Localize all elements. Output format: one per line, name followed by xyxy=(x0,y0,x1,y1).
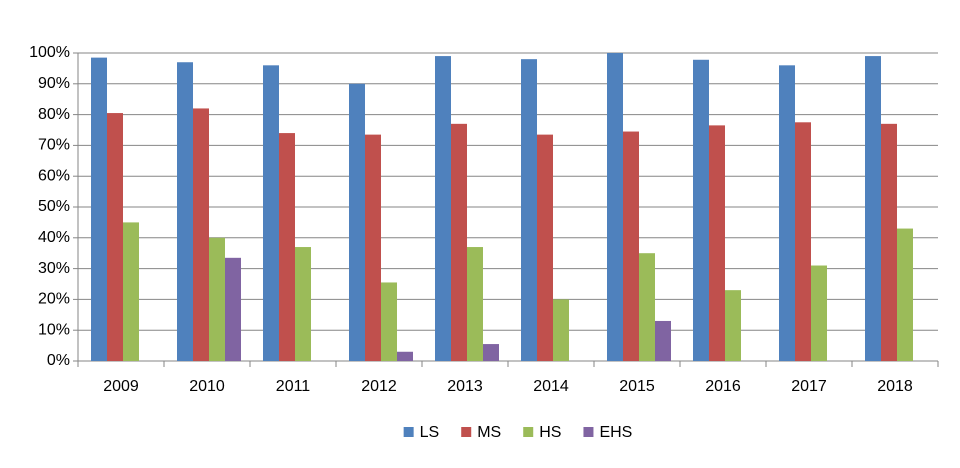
x-tick-label: 2011 xyxy=(276,378,311,395)
bar xyxy=(365,134,381,361)
legend-label: LS xyxy=(420,424,440,441)
y-tick-label: 30% xyxy=(38,260,70,277)
bar xyxy=(779,65,795,361)
bar xyxy=(607,53,623,361)
y-tick-label: 10% xyxy=(38,321,70,338)
bar xyxy=(811,265,827,361)
x-tick-label: 2015 xyxy=(619,378,655,395)
bar xyxy=(795,122,811,361)
bar xyxy=(349,83,365,362)
legend-label: HS xyxy=(539,424,561,441)
y-tick-label: 100% xyxy=(29,44,70,61)
bar xyxy=(209,237,225,361)
bar xyxy=(639,253,655,361)
bar xyxy=(693,59,709,361)
bar xyxy=(177,62,193,362)
bar xyxy=(381,282,397,361)
bar xyxy=(623,131,639,361)
legend-swatch xyxy=(461,427,472,437)
bar xyxy=(91,57,107,362)
y-tick-label: 60% xyxy=(38,167,70,184)
bar xyxy=(123,222,139,361)
bar xyxy=(897,228,913,361)
bar xyxy=(553,299,569,361)
x-tick-label: 2010 xyxy=(189,378,225,395)
y-tick-label: 0% xyxy=(47,352,70,369)
bar xyxy=(225,257,241,361)
x-tick-label: 2018 xyxy=(877,378,913,395)
bar xyxy=(537,134,553,361)
bar xyxy=(295,247,311,361)
bar xyxy=(397,351,413,361)
legend-label: MS xyxy=(477,424,501,441)
bar xyxy=(467,247,483,361)
y-tick-label: 20% xyxy=(38,291,70,308)
bar xyxy=(521,59,537,361)
legend-swatch xyxy=(583,427,594,437)
bar xyxy=(483,344,499,361)
bar xyxy=(263,65,279,361)
legend-label: EHS xyxy=(599,424,632,441)
bar xyxy=(107,113,123,361)
x-tick-label: 2009 xyxy=(103,378,139,395)
x-tick-label: 2014 xyxy=(533,378,569,395)
y-tick-label: 50% xyxy=(38,198,70,215)
x-tick-label: 2012 xyxy=(361,378,397,395)
bar xyxy=(279,133,295,361)
bar xyxy=(881,123,897,361)
y-tick-label: 80% xyxy=(38,106,70,123)
legend-swatch xyxy=(523,427,534,437)
bar xyxy=(193,108,209,361)
bar xyxy=(865,56,881,362)
y-tick-label: 40% xyxy=(38,229,70,246)
y-tick-label: 90% xyxy=(38,75,70,92)
x-tick-label: 2016 xyxy=(705,378,741,395)
x-tick-label: 2017 xyxy=(791,378,827,395)
x-tick-label: 2013 xyxy=(447,378,483,395)
bar xyxy=(709,125,725,361)
bar xyxy=(655,320,671,361)
y-tick-label: 70% xyxy=(38,137,70,154)
bar xyxy=(435,56,451,362)
bar xyxy=(725,290,741,361)
legend-swatch xyxy=(403,427,414,437)
bar xyxy=(451,123,467,361)
